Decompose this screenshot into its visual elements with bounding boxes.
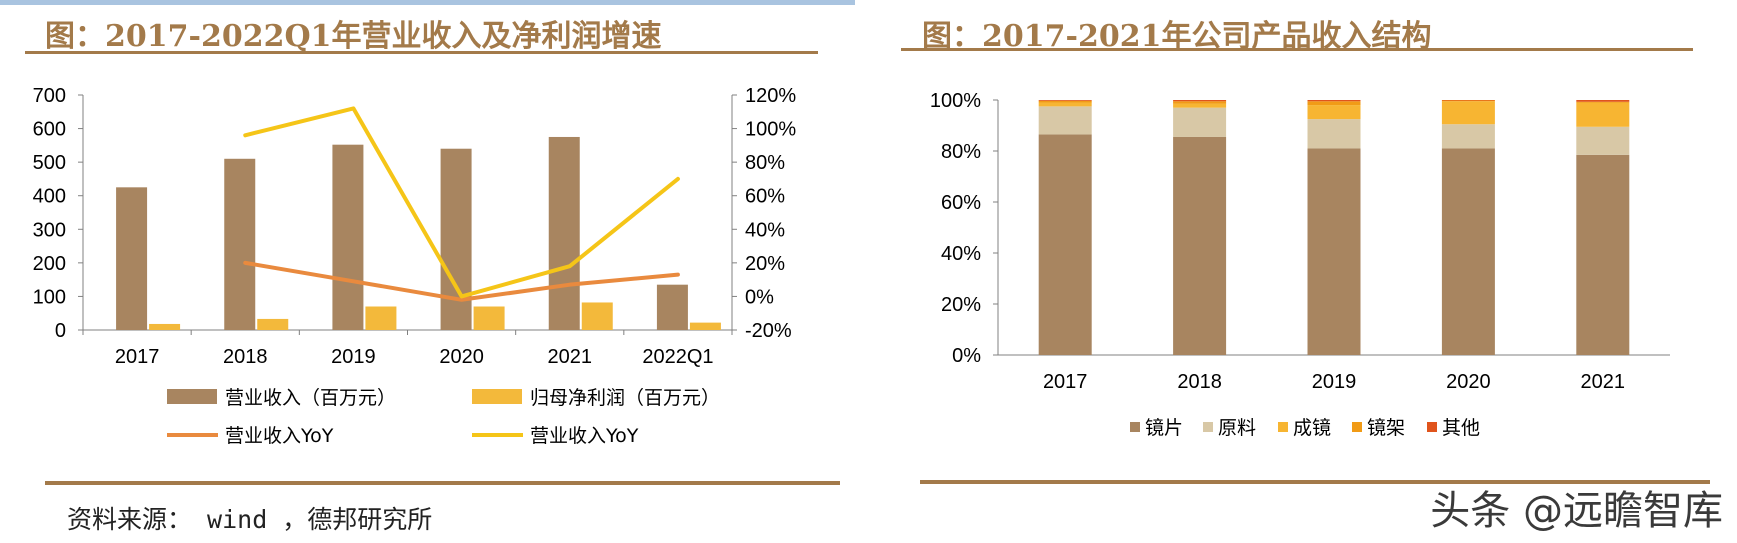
left-x-tick-label: 2018 [223,346,268,368]
right-y-tick-label: 0% [952,345,981,367]
left-chart-title: 图：2017-2022Q1年营业收入及净利润增速 [45,19,662,54]
left-x-tick-label: 2019 [331,346,376,368]
stacked-segment-成镜 [1307,105,1361,120]
stacked-segment-镜架 [1576,101,1630,103]
right-legend-label: 成镜 [1293,417,1331,439]
stacked-segment-成镜 [1576,102,1630,127]
left-y2-tick-label: 60% [745,186,785,208]
source-note: 资料来源： wind ，德邦研究所 [67,505,433,534]
stacked-segment-成镜 [1038,102,1092,107]
right-legend-label: 其他 [1442,417,1480,439]
right-x-tick-label: 2017 [1043,371,1088,393]
right-legend-swatch [1130,422,1140,432]
stacked-segment-镜片 [1576,154,1630,355]
right-legend-label: 原料 [1218,417,1256,439]
right-x-tick-label: 2020 [1446,371,1491,393]
top-strip [0,0,855,5]
right-title-rule [901,48,1693,51]
stacked-segment-原料 [1441,124,1495,149]
right-x-tick-label: 2018 [1177,371,1222,393]
stacked-segment-镜架 [1307,101,1361,106]
stacked-segment-其他 [1307,100,1361,102]
left-y2-tick-label: 120% [745,85,796,107]
right-legend-label: 镜架 [1367,417,1405,439]
revenue-bar [656,284,688,330]
stacked-segment-镜架 [1441,100,1495,102]
left-y2-tick-label: 80% [745,152,785,174]
stacked-segment-镜片 [1441,148,1495,355]
left-y-tick-label: 300 [33,219,66,241]
stacked-segment-其他 [1441,100,1495,101]
stacked-segment-镜片 [1038,134,1092,355]
left-y-tick-label: 200 [33,253,66,275]
right-footer-rule [920,480,1710,484]
stacked-segment-原料 [1576,126,1630,155]
left-footer-rule [45,481,840,485]
left-x-tick-label: 2022Q1 [642,346,713,368]
net-profit-bar [365,306,397,330]
right-legend-swatch [1427,422,1437,432]
stacked-segment-镜架 [1173,101,1227,104]
right-y-tick-label: 100% [930,90,981,112]
stacked-segment-其他 [1576,100,1630,102]
left-y2-tick-label: 100% [745,119,796,141]
revenue-yoy-line-orange [243,260,680,302]
left-y2-tick-label: 40% [745,219,785,241]
right-x-tick-label: 2021 [1581,371,1626,393]
stacked-segment-镜架 [1038,100,1092,103]
left-y2-tick-label: 0% [745,286,774,308]
left-y-tick-label: 0 [55,320,66,342]
left-y-tick-label: 500 [33,152,66,174]
left-y-tick-label: 400 [33,186,66,208]
stacked-segment-成镜 [1173,103,1227,108]
net-profit-bar [689,322,721,330]
left-legend-label: 归母净利润（百万元） [530,387,720,409]
net-profit-bar [257,318,289,330]
stacked-segment-成镜 [1441,101,1495,125]
stacked-segment-原料 [1038,106,1092,135]
right-y-tick-label: 80% [941,141,981,163]
revenue-bar [440,148,472,330]
left-legend-swatch [472,389,522,404]
right-legend-swatch [1278,422,1288,432]
stacked-segment-其他 [1038,100,1092,101]
stacked-segment-原料 [1173,107,1227,137]
stacked-segment-镜片 [1173,136,1227,355]
net-profit-bar [581,302,613,330]
left-legend-label: 营业收入（百万元） [225,387,396,409]
watermark: 头条 @远瞻智库 [1430,488,1723,534]
left-legend-label: 营业收入YoY [530,425,639,447]
right-y-tick-label: 40% [941,243,981,265]
revenue-yoy-line-yellow [243,106,680,299]
left-legend-label: 营业收入YoY [225,425,334,447]
left-y2-tick-label: 20% [745,253,785,275]
stacked-segment-其他 [1173,100,1227,102]
left-y2-tick-label: -20% [745,320,792,342]
net-profit-bar [473,306,505,330]
left-y-tick-label: 600 [33,119,66,141]
left-y-tick-label: 100 [33,286,66,308]
right-legend-swatch [1352,422,1362,432]
right-legend-swatch [1203,422,1213,432]
stacked-segment-原料 [1307,119,1361,149]
right-y-tick-label: 60% [941,192,981,214]
left-title-rule [25,51,818,54]
net-profit-bar [149,323,181,330]
right-x-tick-label: 2019 [1312,371,1357,393]
stacked-segment-镜片 [1307,148,1361,355]
left-x-tick-label: 2017 [115,346,160,368]
revenue-bar [224,158,256,330]
left-x-tick-label: 2020 [439,346,484,368]
left-x-tick-label: 2021 [548,346,593,368]
revenue-bar [332,144,364,330]
right-y-tick-label: 20% [941,294,981,316]
revenue-bar [116,187,148,330]
left-legend-swatch [167,389,217,404]
right-legend-label: 镜片 [1145,417,1183,439]
revenue-bar [548,136,580,330]
left-y-tick-label: 700 [33,85,66,107]
